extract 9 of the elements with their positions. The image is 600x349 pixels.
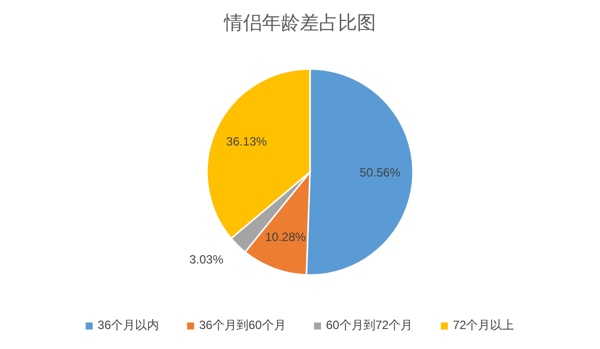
legend-label: 36个月以内: [98, 318, 160, 332]
data-label: 10.28%: [265, 230, 306, 244]
legend-label: 36个月到60个月: [199, 318, 286, 332]
legend-label: 72个月以上: [452, 318, 514, 332]
legend-label: 60个月到72个月: [326, 318, 413, 332]
data-label: 3.03%: [189, 252, 224, 266]
chart-title: 情侣年龄差占比图: [223, 13, 376, 34]
data-label: 36.13%: [226, 134, 268, 149]
data-label: 50.56%: [360, 165, 401, 180]
